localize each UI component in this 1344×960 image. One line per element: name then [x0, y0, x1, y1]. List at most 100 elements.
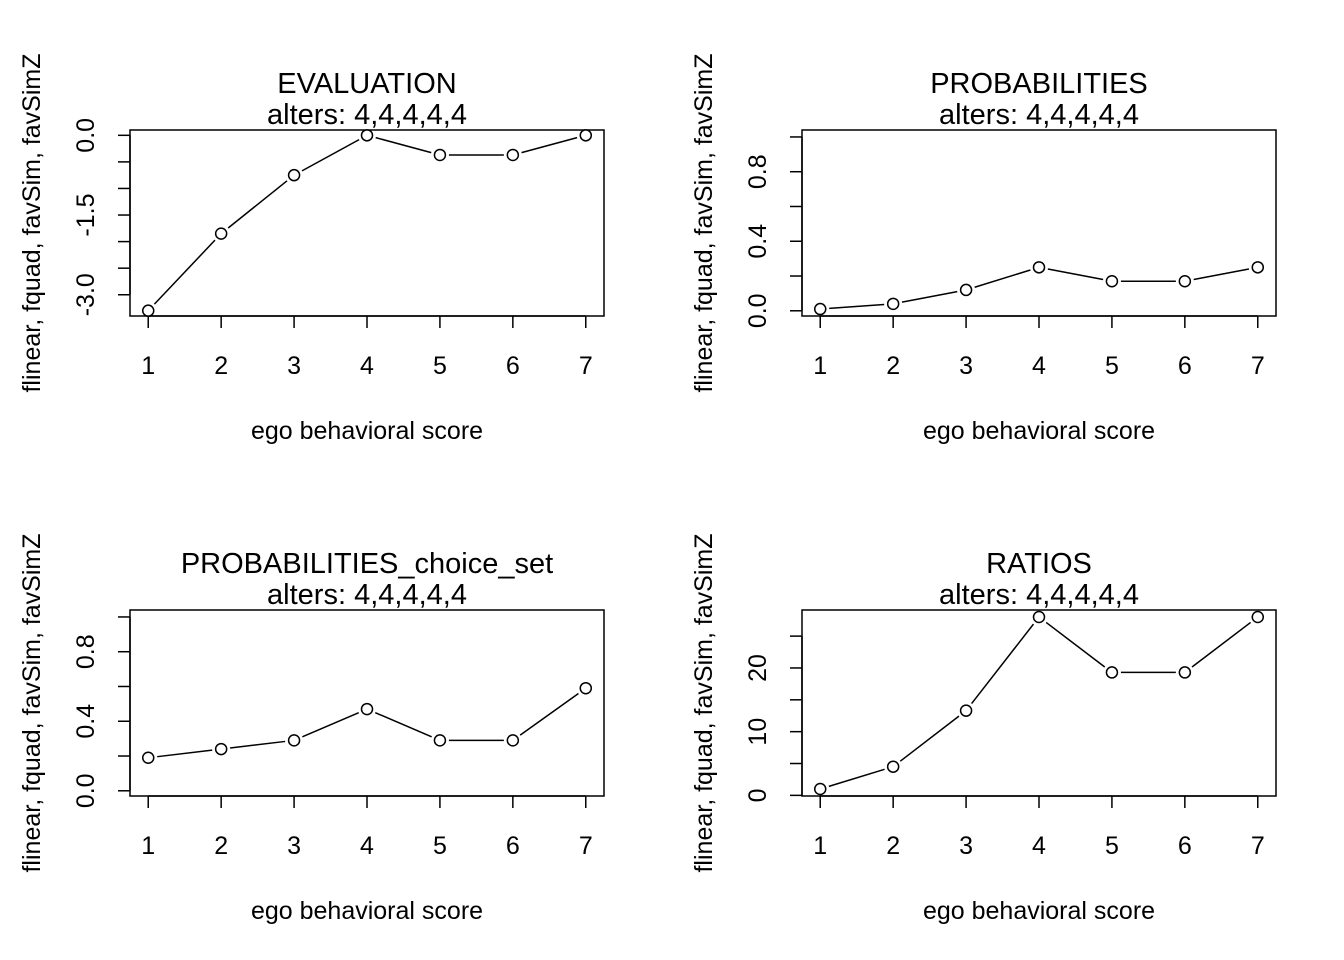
- plot-area: 1 2 3 4 5 6 7 0 10 20: [744, 609, 1277, 860]
- chart-subtitle: alters: 4,4,4,4,4: [267, 579, 467, 611]
- x-tick-label: 6: [506, 832, 520, 860]
- chart-subtitle: alters: 4,4,4,4,4: [939, 99, 1139, 131]
- data-point: [1032, 261, 1046, 274]
- y-tick-label: 0.8: [744, 154, 772, 189]
- y-tick-label: -1.5: [72, 193, 100, 236]
- x-tick-label: 2: [886, 352, 900, 380]
- x-tick-label: 4: [1032, 832, 1046, 860]
- x-tick-label: 2: [214, 832, 228, 860]
- data-point: [433, 148, 447, 162]
- y-tick-label: 0.0: [72, 118, 100, 153]
- data-point: [1251, 610, 1265, 624]
- data-point: [287, 168, 301, 182]
- data-point: [886, 297, 900, 311]
- x-tick-label: 4: [1032, 352, 1046, 380]
- panel-ratios: RATIOS alters: 4,4,4,4,4 ego behavioral …: [690, 533, 1277, 925]
- data-point: [214, 742, 228, 756]
- series-segment: [521, 136, 578, 154]
- series-segment: [1193, 268, 1250, 281]
- data-point: [813, 782, 827, 796]
- plot-frame: [129, 129, 605, 317]
- data-point: [360, 702, 374, 716]
- series-segment: [971, 623, 1035, 705]
- chart-title: PROBABILITIES: [930, 68, 1148, 100]
- x-tick-label: 3: [959, 832, 973, 860]
- data-point: [214, 227, 228, 240]
- data-point: [886, 760, 900, 773]
- series-segment: [901, 290, 958, 303]
- series-segment: [153, 239, 216, 305]
- data-point: [287, 734, 301, 747]
- data-point: [141, 304, 155, 317]
- plot-area: 1 2 3 4 5 6 7 0.0 0.4 0.8: [72, 609, 605, 860]
- plot-frame: [801, 129, 1277, 317]
- data-point: [959, 704, 973, 717]
- x-tick-label: 4: [360, 832, 374, 860]
- x-tick-label: 1: [141, 832, 155, 860]
- plot-frame: [801, 609, 1277, 797]
- y-axis-label: flinear, fquad, favSim, favSimZ: [690, 533, 718, 872]
- data-point: [1032, 610, 1046, 624]
- series-segment: [157, 749, 213, 758]
- x-axis-label: ego behavioral score: [923, 897, 1155, 925]
- chart-title: EVALUATION: [277, 68, 456, 100]
- x-tick-label: 6: [506, 352, 520, 380]
- series-segment: [230, 740, 286, 749]
- x-tick-label: 7: [1251, 832, 1265, 860]
- y-axis-label: flinear, fquad, favSim, favSimZ: [18, 533, 46, 872]
- x-tick-label: 1: [813, 352, 827, 380]
- x-tick-label: 5: [1105, 352, 1119, 380]
- x-tick-label: 7: [1251, 352, 1265, 380]
- data-point: [1251, 261, 1265, 274]
- series-segment: [974, 269, 1031, 288]
- x-axis-label: ego behavioral score: [251, 897, 483, 925]
- data-point: [1105, 274, 1119, 288]
- y-axis-label: flinear, fquad, favSim, favSimZ: [690, 53, 718, 392]
- x-tick-label: 5: [433, 832, 447, 860]
- data-point: [1178, 666, 1192, 679]
- series-segment: [1045, 621, 1106, 668]
- x-tick-label: 5: [1105, 832, 1119, 860]
- series-segment: [375, 136, 432, 154]
- plot-area: 1 2 3 4 5 6 7 0.0 0.4 0.8: [744, 129, 1277, 380]
- data-point: [506, 148, 520, 162]
- x-axis-label: ego behavioral score: [251, 417, 483, 445]
- series-segment: [1191, 621, 1252, 668]
- series-segment: [374, 711, 432, 738]
- series-segment: [302, 711, 360, 738]
- x-tick-label: 3: [287, 832, 301, 860]
- y-tick-label: -3.0: [72, 273, 100, 316]
- x-tick-label: 1: [141, 352, 155, 380]
- x-tick-label: 6: [1178, 832, 1192, 860]
- data-point: [360, 129, 374, 142]
- y-tick-label: 0.8: [72, 634, 100, 669]
- chart-subtitle: alters: 4,4,4,4,4: [939, 579, 1139, 611]
- chart-title: RATIOS: [986, 548, 1092, 580]
- y-axis-label: flinear, fquad, favSim, favSimZ: [18, 53, 46, 392]
- y-tick-label: 0.0: [744, 293, 772, 328]
- data-point: [506, 734, 520, 747]
- chart-subtitle: alters: 4,4,4,4,4: [267, 99, 467, 131]
- plot-area: 1 2 3 4 5 6 7 -3.0 -1.5 0.0: [72, 118, 605, 380]
- data-point: [959, 283, 973, 297]
- panel-probabilities: PROBABILITIES alters: 4,4,4,4,4 ego beha…: [690, 53, 1277, 445]
- x-tick-label: 4: [360, 352, 374, 380]
- panel-probabilities-choice-set: PROBABILITIES_choice_set alters: 4,4,4,4…: [18, 533, 605, 925]
- x-axis-label: ego behavioral score: [923, 417, 1155, 445]
- data-point: [579, 681, 593, 695]
- data-point: [141, 751, 155, 765]
- series-segment: [301, 138, 360, 172]
- x-tick-label: 3: [959, 352, 973, 380]
- x-tick-label: 1: [813, 832, 827, 860]
- chart-title: PROBABILITIES_choice_set: [181, 548, 553, 580]
- x-tick-label: 2: [886, 832, 900, 860]
- series-segment: [1047, 268, 1104, 281]
- series-segment: [899, 715, 960, 762]
- data-point: [1178, 274, 1192, 288]
- y-tick-label: 0.4: [72, 704, 100, 739]
- y-tick-label: 20: [744, 654, 772, 682]
- panel-evaluation: EVALUATION alters: 4,4,4,4,4 ego behavio…: [18, 53, 605, 445]
- y-tick-label: 10: [744, 718, 772, 746]
- y-tick-label: 0: [744, 788, 772, 802]
